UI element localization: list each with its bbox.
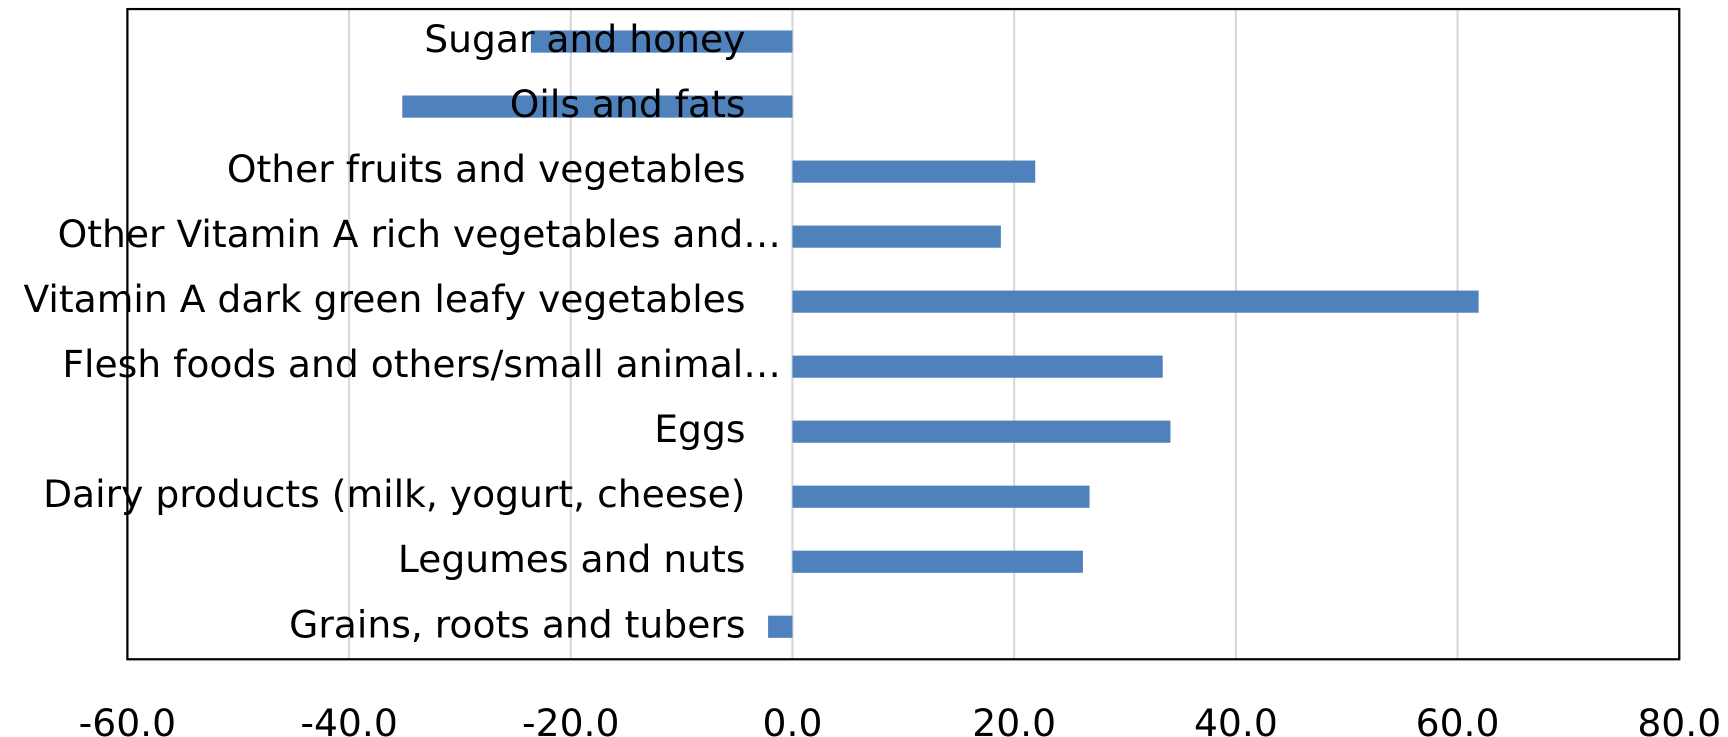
y-tick-label: Other Vitamin A rich vegetables and…: [58, 212, 781, 256]
bar: [792, 355, 1163, 378]
x-tick-label: 80.0: [1637, 701, 1721, 737]
x-tick-label: -40.0: [300, 701, 397, 737]
y-tick-label: Sugar and honey: [424, 17, 745, 61]
y-tick-label: Legumes and nuts: [398, 537, 746, 581]
bars: [402, 30, 1479, 638]
labels: -60.0 -40.0 -20.0 0.0 20.0 40.0 60.0 80.0 Grains…: [23, 17, 1721, 737]
x-tick-label: 40.0: [1194, 701, 1278, 737]
y-tick-label: Grains, roots and tubers: [289, 602, 745, 646]
x-tick-label: 20.0: [972, 701, 1056, 737]
y-tick-label: Other fruits and vegetables: [227, 147, 746, 191]
y-tick-label: Eggs: [654, 407, 745, 451]
bar: [792, 290, 1479, 313]
bar: [792, 160, 1036, 183]
y-tick-label: Flesh foods and others/small animal…: [62, 342, 781, 386]
y-tick-label: Oils and fats: [510, 82, 746, 126]
bar: [792, 420, 1171, 443]
x-tick-label: 60.0: [1416, 701, 1500, 737]
x-tick-label: -60.0: [79, 701, 176, 737]
bar: [792, 485, 1090, 508]
bar: [402, 95, 793, 118]
plot-frame: [126, 7, 1681, 661]
x-tick-label: 0.0: [763, 701, 823, 737]
x-tick-label: -20.0: [522, 701, 619, 737]
bar: [792, 225, 1001, 248]
y-tick-label: Dairy products (milk, yogurt, cheese): [43, 472, 745, 516]
y-tick-label: Vitamin A dark green leafy vegetables: [23, 277, 745, 321]
bar: [768, 615, 793, 638]
bar: [530, 30, 793, 53]
bar: [792, 550, 1083, 573]
